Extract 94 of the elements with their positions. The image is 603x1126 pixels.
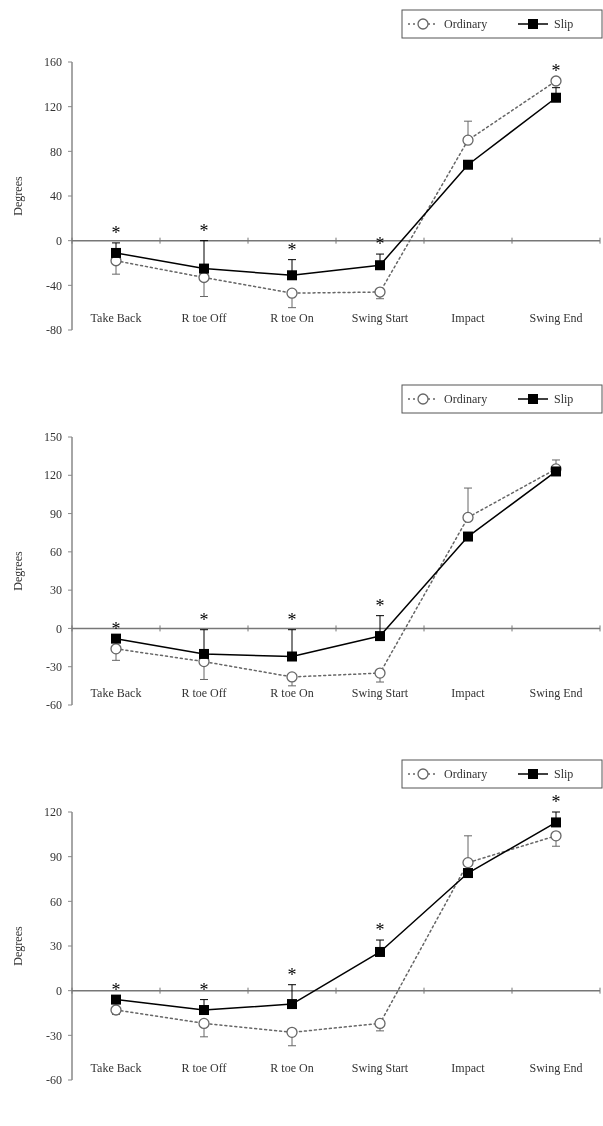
x-tick-label: Impact: [451, 686, 486, 700]
point: [374, 667, 386, 679]
x-tick-label: Impact: [451, 311, 486, 325]
annotation: *: [375, 234, 385, 255]
point: [199, 1005, 209, 1016]
point: [463, 159, 473, 170]
point: [375, 260, 385, 271]
point: [550, 830, 562, 842]
annotation: *: [551, 60, 561, 81]
y-axis-title: Degrees: [11, 926, 25, 966]
y-tick-label: 0: [56, 621, 62, 636]
point: [462, 134, 474, 146]
point: [287, 651, 297, 662]
x-tick-label: Swing End: [529, 1061, 583, 1075]
y-tick-label: -30: [46, 1028, 62, 1043]
legend-label: Slip: [554, 17, 574, 32]
point: [551, 817, 561, 828]
point: [374, 1017, 386, 1030]
x-tick-label: Impact: [451, 1061, 486, 1075]
legend-label: Ordinary: [444, 17, 488, 32]
x-tick-label: R toe Off: [181, 1061, 227, 1075]
y-tick-label: 30: [50, 939, 62, 954]
x-tick-label: R toe Off: [181, 311, 227, 325]
x-tick-label: R toe On: [270, 686, 314, 700]
annotation: *: [199, 220, 209, 241]
annotation: *: [375, 595, 385, 616]
y-tick-label: 0: [56, 983, 62, 998]
y-tick-label: 150: [44, 430, 62, 445]
point: [286, 671, 298, 683]
y-tick-label: 90: [50, 849, 62, 864]
point: [286, 287, 298, 299]
x-tick-label: Take Back: [90, 686, 142, 700]
y-tick-label: -30: [46, 659, 62, 674]
legend-label: Ordinary: [444, 767, 488, 782]
point: [110, 1004, 122, 1016]
point: [287, 270, 297, 281]
point: [111, 633, 121, 644]
y-axis-title: Degrees: [11, 176, 25, 216]
y-tick-label: -60: [46, 698, 62, 713]
point: [550, 75, 562, 87]
point: [551, 92, 561, 103]
point: [199, 648, 209, 659]
y-tick-label: 60: [50, 545, 62, 560]
y-tick-label: -40: [46, 278, 62, 293]
point: [111, 994, 121, 1005]
y-tick-label: 0: [56, 233, 62, 248]
point: [462, 856, 474, 869]
annotation: *: [287, 239, 297, 260]
annotation: *: [199, 609, 209, 630]
x-tick-label: Swing Start: [351, 311, 409, 325]
y-tick-label: -80: [46, 323, 62, 338]
y-tick-label: 60: [50, 894, 62, 909]
legend-label: Slip: [554, 392, 574, 407]
point: [286, 1026, 298, 1039]
x-tick-label: Take Back: [90, 1061, 142, 1075]
annotation: *: [199, 979, 209, 1000]
annotation: *: [287, 609, 297, 630]
x-tick-label: Swing End: [529, 686, 583, 700]
y-tick-label: 90: [50, 506, 62, 521]
x-tick-label: Take Back: [90, 311, 142, 325]
point: [463, 868, 473, 879]
legend-label: Slip: [554, 767, 574, 782]
point: [287, 999, 297, 1010]
x-tick-label: Swing Start: [351, 686, 409, 700]
y-tick-label: 40: [50, 189, 62, 204]
y-tick-label: 120: [44, 805, 62, 820]
y-tick-label: 80: [50, 144, 62, 159]
point: [198, 1017, 210, 1030]
x-tick-label: Swing Start: [351, 1061, 409, 1075]
point: [374, 286, 386, 298]
annotation: *: [375, 920, 385, 941]
x-tick-label: Swing End: [529, 311, 583, 325]
y-tick-label: 120: [44, 99, 62, 114]
y-tick-label: 160: [44, 55, 62, 70]
y-axis-title: Degrees: [11, 551, 25, 591]
legend-label: Ordinary: [444, 392, 488, 407]
point: [111, 247, 121, 258]
point: [463, 531, 473, 542]
x-tick-label: R toe Off: [181, 686, 227, 700]
x-tick-label: R toe On: [270, 311, 314, 325]
x-tick-label: R toe On: [270, 1061, 314, 1075]
point: [199, 263, 209, 274]
point: [462, 511, 474, 524]
y-tick-label: 120: [44, 468, 62, 483]
y-tick-label: 30: [50, 583, 62, 598]
point: [375, 631, 385, 642]
annotation: *: [111, 618, 121, 639]
annotation: *: [111, 979, 121, 1000]
annotation: *: [551, 792, 561, 812]
annotation: *: [287, 964, 297, 985]
point: [375, 946, 385, 957]
annotation: *: [111, 222, 121, 243]
point: [110, 643, 122, 655]
y-tick-label: -60: [46, 1073, 62, 1088]
